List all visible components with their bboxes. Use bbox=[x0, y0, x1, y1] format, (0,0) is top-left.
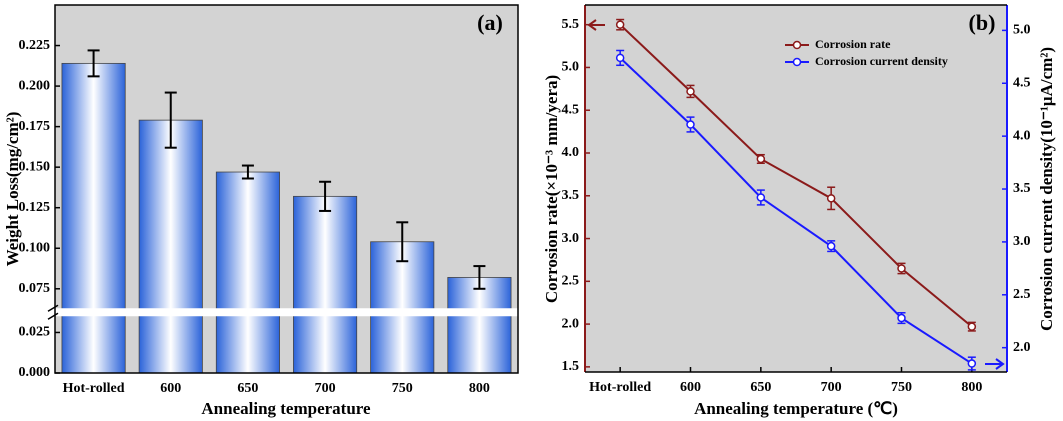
axis-break-mark bbox=[47, 304, 59, 320]
y-axis-title: Weight Loss(mg/cm²) bbox=[3, 112, 22, 267]
panel-tag: (b) bbox=[969, 10, 996, 35]
y2-tick-label: 3.5 bbox=[1013, 181, 1031, 196]
axis-break bbox=[49, 308, 524, 317]
legend-label: Corrosion current density bbox=[815, 54, 948, 68]
x-tick-label: Hot-rolled bbox=[63, 381, 125, 396]
x-axis-title: Annealing temperature (℃) bbox=[694, 399, 898, 418]
marker bbox=[897, 264, 906, 273]
marker bbox=[756, 193, 766, 202]
y-tick-label: 0.200 bbox=[19, 78, 51, 93]
x-tick-label: 650 bbox=[237, 381, 258, 396]
marker bbox=[686, 120, 695, 129]
y2-tick-label: 2.5 bbox=[1013, 287, 1031, 302]
marker bbox=[967, 359, 977, 368]
y2-tick-label: 4.5 bbox=[1013, 75, 1031, 90]
legend-label: Corrosion rate bbox=[815, 37, 891, 51]
x-tick-label: 800 bbox=[469, 381, 490, 396]
bar bbox=[370, 241, 435, 374]
x-tick-label: 600 bbox=[160, 381, 181, 396]
y-tick-label: 2.0 bbox=[562, 316, 580, 331]
y-axis-title: Corrosion rate(×10⁻³ mm/yera) bbox=[542, 75, 561, 303]
y2-tick-label: 2.0 bbox=[1013, 340, 1031, 355]
marker bbox=[826, 194, 836, 203]
y-tick-label: 4.5 bbox=[562, 102, 580, 117]
axis-arrow bbox=[985, 358, 1005, 370]
marker bbox=[686, 87, 695, 96]
bar bbox=[215, 171, 280, 374]
bar bbox=[61, 62, 126, 374]
y2-tick-label: 3.0 bbox=[1013, 234, 1031, 249]
y2-tick-label: 5.0 bbox=[1013, 23, 1031, 38]
marker bbox=[615, 20, 625, 29]
x-tick-label: Hot-rolled bbox=[589, 380, 651, 395]
x-tick-label: 750 bbox=[392, 381, 413, 396]
bar bbox=[293, 195, 358, 374]
series-line bbox=[619, 23, 973, 328]
x-axis-title: Annealing temperature bbox=[201, 399, 371, 418]
y-tick-label: 3.5 bbox=[562, 188, 580, 203]
y-tick-label: 5.5 bbox=[562, 17, 580, 32]
legend-marker bbox=[792, 57, 802, 67]
marker bbox=[967, 322, 977, 331]
marker bbox=[897, 313, 906, 323]
axis-arrow bbox=[587, 19, 605, 31]
y2-axis-title: Corrosion current density(10⁻¹μA/cm²) bbox=[1037, 47, 1056, 331]
y-tick-label: 2.5 bbox=[562, 274, 580, 289]
y-tick-label: 0.025 bbox=[19, 325, 51, 340]
y-tick-label: 0.000 bbox=[19, 365, 51, 380]
marker bbox=[756, 154, 766, 164]
y-tick-label: 0.150 bbox=[19, 159, 51, 174]
x-tick-label: 700 bbox=[821, 380, 842, 395]
y-tick-label: 5.0 bbox=[562, 60, 580, 75]
legend-marker bbox=[792, 40, 802, 50]
bar bbox=[138, 119, 203, 374]
y2-tick-label: 4.0 bbox=[1013, 128, 1031, 143]
y-tick-label: 1.5 bbox=[562, 359, 580, 374]
bar bbox=[447, 277, 512, 374]
y-tick-label: 0.175 bbox=[19, 119, 51, 134]
x-tick-label: 650 bbox=[750, 380, 771, 395]
y-tick-label: 4.0 bbox=[562, 145, 580, 160]
x-tick-label: 700 bbox=[315, 381, 336, 396]
y-tick-label: 0.100 bbox=[19, 240, 51, 255]
panel-tag: (a) bbox=[477, 10, 503, 35]
y-tick-label: 0.075 bbox=[19, 281, 51, 296]
y-tick-label: 0.225 bbox=[19, 38, 51, 53]
marker bbox=[826, 241, 836, 251]
x-tick-label: 750 bbox=[891, 380, 912, 395]
marker bbox=[615, 53, 625, 63]
x-tick-label: 600 bbox=[680, 380, 701, 395]
series-line bbox=[619, 57, 973, 365]
plot-area bbox=[585, 5, 1007, 372]
x-tick-label: 800 bbox=[961, 380, 982, 395]
y-tick-label: 3.0 bbox=[562, 231, 580, 246]
plot-frame bbox=[54, 4, 519, 374]
y-tick-label: 0.125 bbox=[19, 200, 51, 215]
